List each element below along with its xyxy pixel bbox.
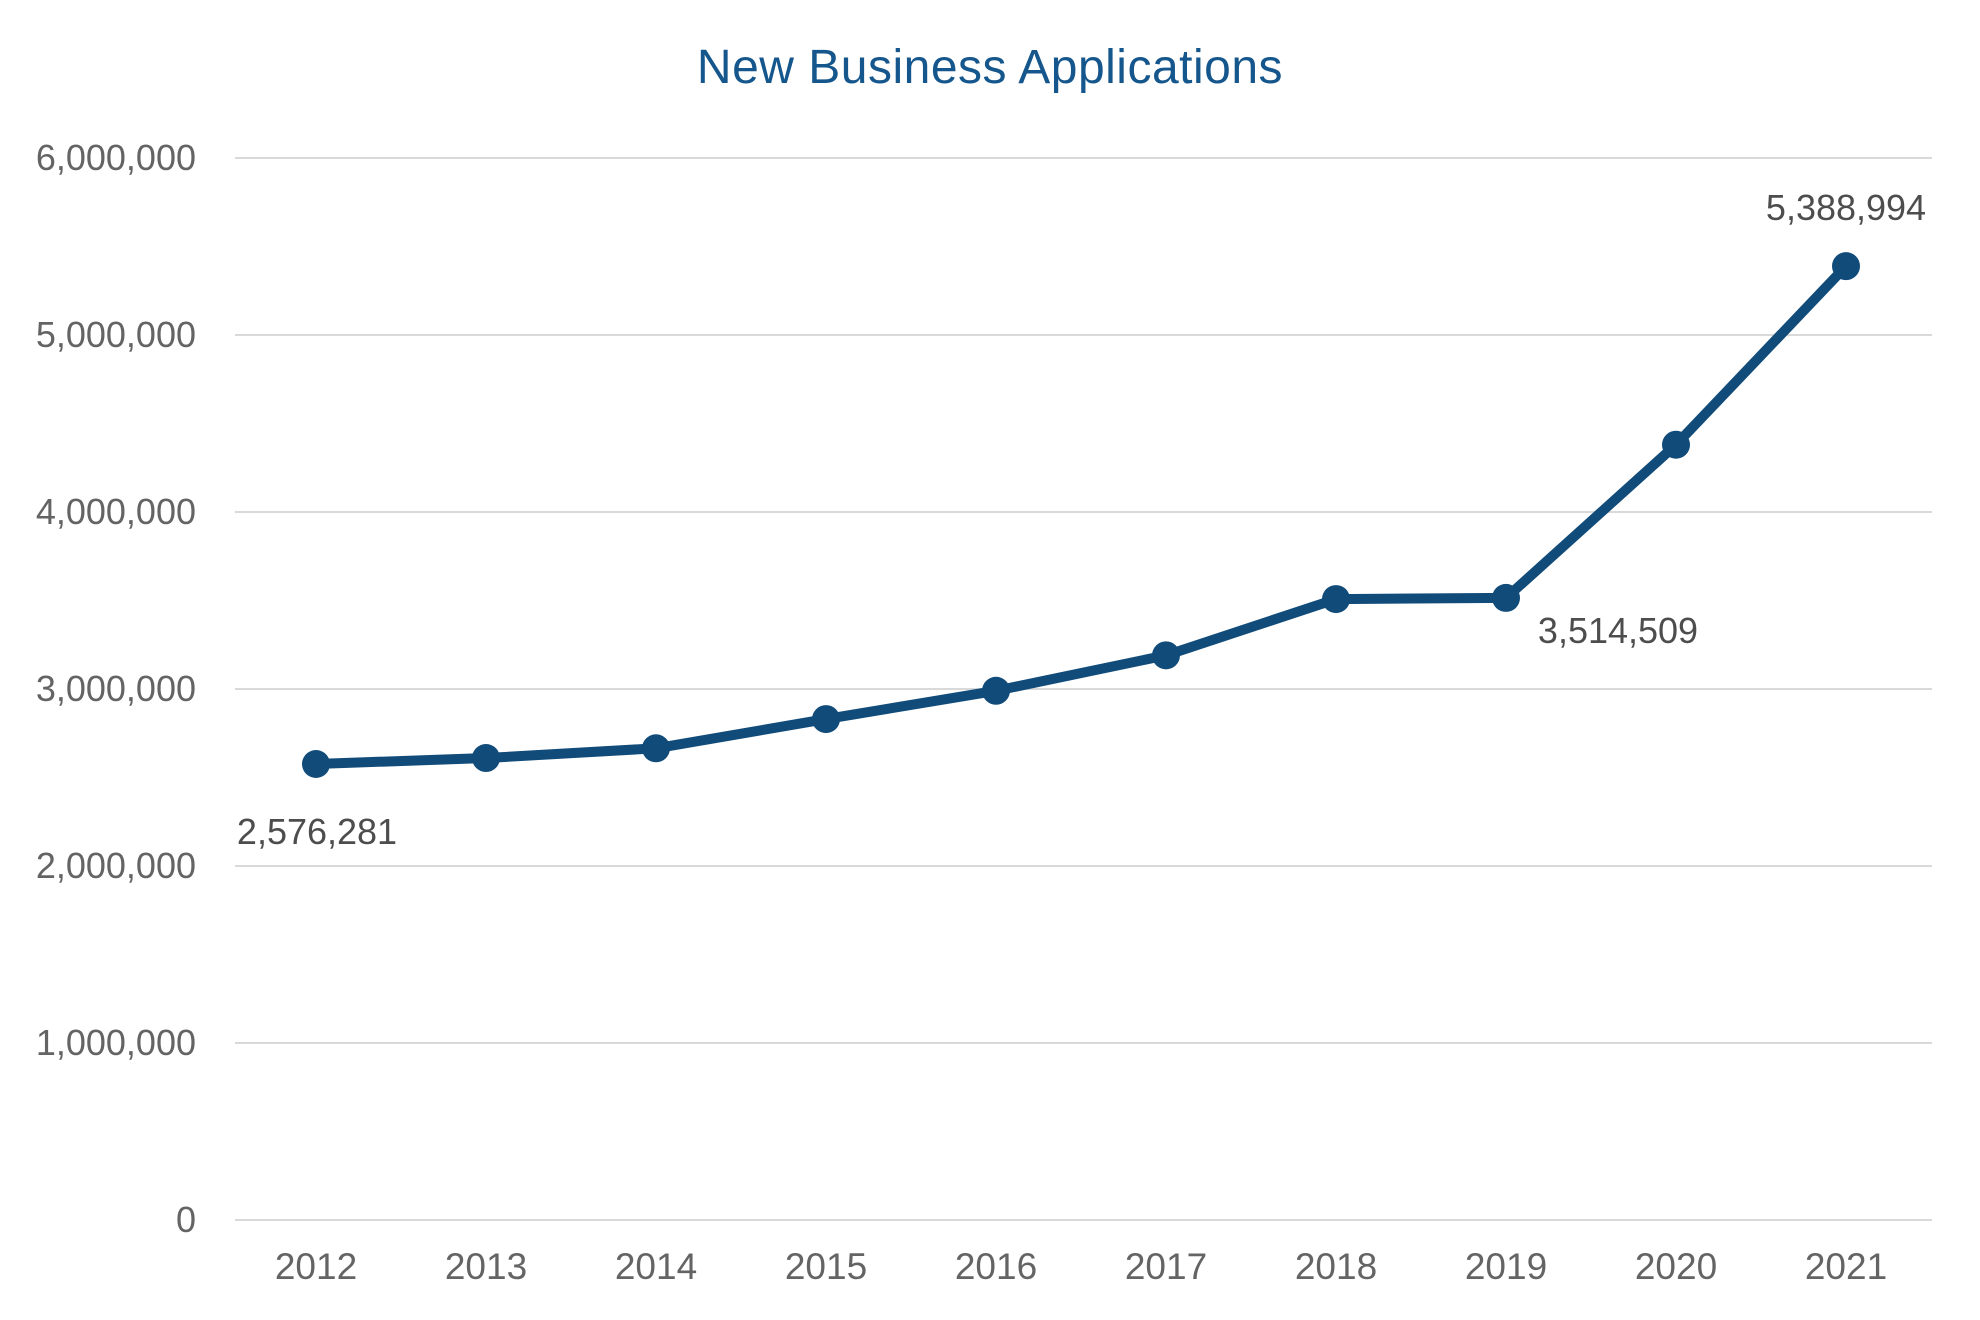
x-tick-label: 2017 [1125, 1246, 1207, 1287]
y-tick-label: 1,000,000 [36, 1022, 196, 1063]
x-tick-label: 2013 [445, 1246, 527, 1287]
x-tick-label: 2020 [1635, 1246, 1717, 1287]
y-tick-label: 0 [176, 1199, 196, 1240]
data-point [1322, 585, 1350, 614]
x-tick-label: 2019 [1465, 1246, 1547, 1287]
chart-title: New Business Applications [696, 41, 1284, 94]
data-point [1492, 583, 1520, 612]
data-point-label: 2,576,281 [237, 811, 397, 852]
data-point [472, 744, 500, 773]
data-point [642, 734, 670, 763]
data-point-label: 5,388,994 [1766, 187, 1926, 228]
data-point-label: 3,514,509 [1538, 610, 1698, 651]
data-point [982, 676, 1010, 705]
y-tick-label: 2,000,000 [36, 845, 196, 886]
data-point [302, 749, 330, 778]
x-tick-label: 2018 [1295, 1246, 1377, 1287]
data-point [812, 705, 840, 734]
x-tick-label: 2014 [615, 1246, 697, 1287]
y-tick-label: 4,000,000 [36, 491, 196, 532]
y-tick-label: 5,000,000 [36, 314, 196, 355]
x-tick-label: 2016 [955, 1246, 1037, 1287]
data-point [1832, 252, 1860, 281]
data-line [311, 261, 1851, 769]
data-point [1152, 641, 1180, 670]
data-point [1662, 430, 1690, 459]
y-tick-label: 3,000,000 [36, 668, 196, 709]
x-tick-label: 2021 [1805, 1246, 1887, 1287]
y-tick-label: 6,000,000 [36, 137, 196, 178]
x-tick-label: 2015 [785, 1246, 867, 1287]
x-tick-label: 2012 [275, 1246, 357, 1287]
